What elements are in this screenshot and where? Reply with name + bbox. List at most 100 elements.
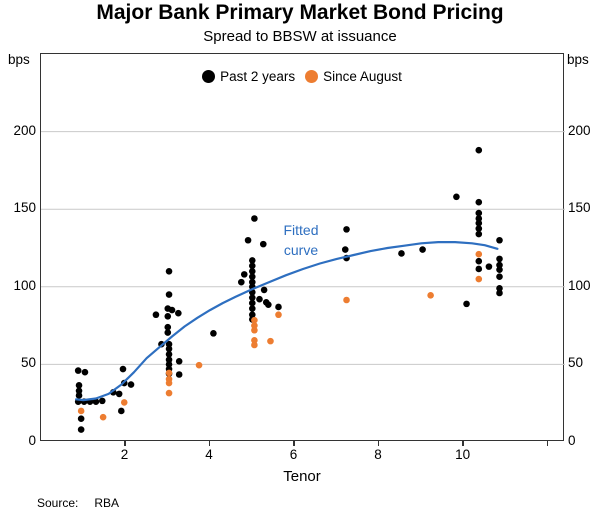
fitted-curve-annotation: Fitted curve	[283, 222, 319, 258]
data-point-past-2-years	[475, 265, 483, 273]
data-point-past-2-years	[496, 236, 503, 244]
data-point-past-2-years	[248, 267, 256, 275]
data-point-since-august	[475, 275, 483, 283]
data-point-past-2-years	[210, 330, 217, 337]
y-axis-unit-left: bps	[8, 52, 30, 67]
data-point-past-2-years	[117, 407, 125, 415]
data-point-past-2-years	[238, 278, 245, 286]
data-point-past-2-years	[475, 215, 483, 222]
legend-label: Past 2 years	[220, 69, 296, 84]
data-point-past-2-years	[248, 299, 256, 307]
data-point-past-2-years	[265, 301, 272, 308]
data-point-since-august	[251, 316, 258, 324]
data-point-past-2-years	[496, 285, 503, 292]
data-point-past-2-years	[496, 273, 503, 281]
y-tick-label: 150	[568, 200, 591, 216]
x-tick-mark	[462, 441, 464, 446]
page-title: Major Bank Primary Market Bond Pricing	[96, 1, 504, 24]
data-point-past-2-years	[168, 306, 176, 314]
y-tick-label: 200	[13, 122, 36, 138]
data-point-since-august	[475, 250, 483, 258]
scatter-plot-canvas	[41, 131, 565, 433]
data-point-past-2-years	[475, 146, 483, 154]
data-point-past-2-years	[260, 286, 268, 294]
data-point-past-2-years	[164, 312, 172, 320]
y-axis-unit-right: bps	[567, 52, 589, 67]
data-point-past-2-years	[165, 291, 173, 298]
data-point-past-2-years	[496, 255, 503, 263]
data-point-since-august	[267, 337, 274, 345]
data-point-past-2-years	[475, 219, 483, 227]
y-tick-label: 200	[568, 122, 591, 138]
data-point-since-august	[195, 361, 203, 369]
data-point-past-2-years	[127, 381, 135, 388]
data-point-past-2-years	[475, 209, 483, 217]
data-point-past-2-years	[248, 273, 256, 281]
data-point-since-august	[343, 296, 350, 304]
data-point-since-august	[165, 369, 173, 377]
data-point-past-2-years	[248, 294, 256, 301]
chart-legend: Past 2 years Since August	[41, 69, 563, 84]
data-point-past-2-years	[164, 323, 172, 331]
x-tick-label: 8	[374, 447, 382, 462]
data-point-past-2-years	[248, 311, 256, 319]
data-point-past-2-years	[165, 361, 173, 368]
data-point-past-2-years	[164, 329, 172, 336]
data-point-past-2-years	[98, 397, 106, 405]
data-point-past-2-years	[165, 351, 173, 358]
y-tick-label: 50	[20, 355, 36, 371]
x-tick-mark	[124, 441, 126, 446]
legend-label: Since August	[323, 69, 402, 84]
x-tick-mark	[546, 441, 549, 446]
data-point-past-2-years	[165, 267, 173, 275]
data-point-past-2-years	[343, 226, 350, 233]
legend-item-past-2-years: Past 2 years	[202, 69, 295, 84]
data-point-since-august	[99, 413, 107, 421]
data-point-past-2-years	[119, 365, 127, 373]
data-point-past-2-years	[248, 262, 256, 270]
y-tick-label: 0	[28, 433, 36, 448]
data-point-past-2-years	[152, 311, 160, 319]
source-label: Source:	[37, 496, 79, 510]
data-point-past-2-years	[251, 215, 258, 222]
data-point-past-2-years	[419, 246, 426, 253]
data-point-past-2-years	[74, 367, 82, 374]
data-point-past-2-years	[496, 266, 503, 274]
black-dot-icon	[202, 70, 216, 83]
y-tick-label: 100	[568, 277, 591, 293]
data-point-since-august	[251, 337, 258, 344]
data-point-past-2-years	[475, 230, 483, 238]
x-tick-mark	[208, 441, 211, 446]
data-point-past-2-years	[81, 368, 89, 376]
x-tick-label: 6	[289, 447, 298, 462]
data-point-past-2-years	[496, 261, 503, 269]
y-tick-label: 100	[13, 277, 36, 293]
data-point-past-2-years	[259, 240, 267, 248]
data-point-past-2-years	[165, 345, 173, 353]
data-point-past-2-years	[75, 392, 83, 399]
fitted-curve-line	[74, 241, 499, 402]
y-tick-label: 150	[13, 200, 36, 216]
x-tick-label: 4	[205, 447, 213, 462]
data-point-since-august	[251, 322, 258, 329]
data-point-past-2-years	[475, 257, 483, 265]
data-point-past-2-years	[77, 426, 85, 433]
data-point-since-august	[275, 311, 282, 319]
data-point-since-august	[251, 326, 258, 334]
data-point-past-2-years	[248, 305, 256, 312]
orange-dot-icon	[305, 70, 319, 83]
data-point-past-2-years	[175, 309, 182, 317]
data-point-past-2-years	[275, 303, 282, 311]
data-point-since-august	[120, 399, 128, 406]
plot-area: Past 2 years Since August Fitted curve	[40, 53, 565, 441]
data-point-past-2-years	[175, 371, 183, 378]
data-point-past-2-years	[115, 390, 123, 398]
data-point-past-2-years	[248, 257, 256, 264]
data-point-past-2-years	[77, 415, 85, 423]
data-point-since-august	[427, 292, 434, 299]
x-tick-label: 2	[120, 447, 129, 462]
data-point-since-august	[165, 379, 173, 387]
data-point-past-2-years	[256, 295, 263, 303]
data-point-past-2-years	[165, 356, 173, 364]
